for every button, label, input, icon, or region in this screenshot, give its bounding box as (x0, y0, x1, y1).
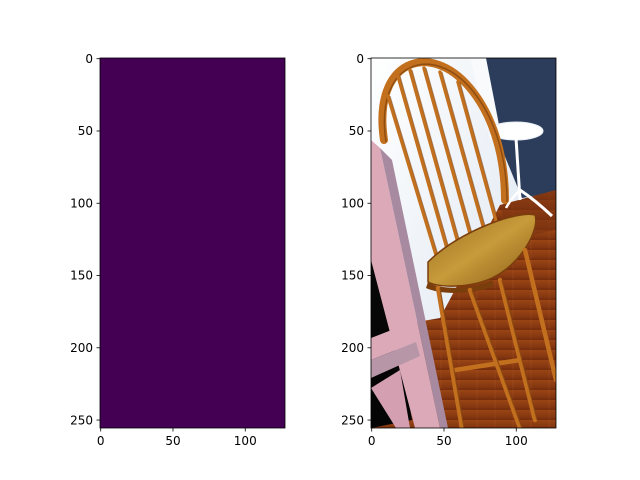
axes-frame-left (99, 57, 286, 429)
right-ytick-label: 50 (349, 124, 364, 138)
left-xtick-label: 100 (234, 434, 257, 448)
right-ytick-label: 250 (341, 413, 364, 427)
left-ytick-label: 150 (70, 269, 93, 283)
heatmap-image (100, 58, 285, 428)
chair-photo (371, 58, 556, 428)
chair-leg-shading (439, 279, 538, 428)
chair-legs (435, 247, 556, 428)
ticks-right: 0 50 100 0 50 100 150 200 250 (341, 52, 528, 448)
pink-leg (371, 370, 410, 428)
pink-rail (371, 322, 416, 360)
subplot-right: 0 50 100 0 50 100 150 200 250 (341, 52, 557, 448)
chair-seat (427, 213, 537, 287)
right-ytick-label: 0 (356, 52, 364, 66)
axes-frame-right (370, 57, 557, 429)
left-xtick-label: 50 (165, 434, 180, 448)
left-ytick-label: 100 (70, 196, 93, 210)
left-ytick-label: 0 (85, 52, 93, 66)
side-table-foot (519, 188, 554, 218)
left-ytick-label: 50 (78, 124, 93, 138)
pink-frame (371, 140, 440, 428)
side-table-foot-2 (504, 189, 521, 209)
pink-rail-shadow (371, 342, 420, 378)
right-xtick-label: 50 (436, 434, 451, 448)
right-ytick-label: 150 (341, 269, 364, 283)
chair-seat-edge (426, 280, 494, 293)
ticks-left: 0 50 100 0 50 100 150 200 250 (70, 52, 257, 448)
left-xtick-label: 0 (97, 434, 105, 448)
right-ytick-label: 100 (341, 196, 364, 210)
left-ytick-label: 250 (70, 413, 93, 427)
chair-hoop-shadow (383, 63, 508, 203)
right-ytick-label: 200 (341, 341, 364, 355)
right-xtick-label: 0 (368, 434, 376, 448)
left-ytick-label: 200 (70, 341, 93, 355)
right-xtick-label: 100 (505, 434, 528, 448)
pink-frame-shadow (380, 148, 448, 428)
subplot-left: 0 50 100 0 50 100 150 200 250 (70, 52, 286, 448)
